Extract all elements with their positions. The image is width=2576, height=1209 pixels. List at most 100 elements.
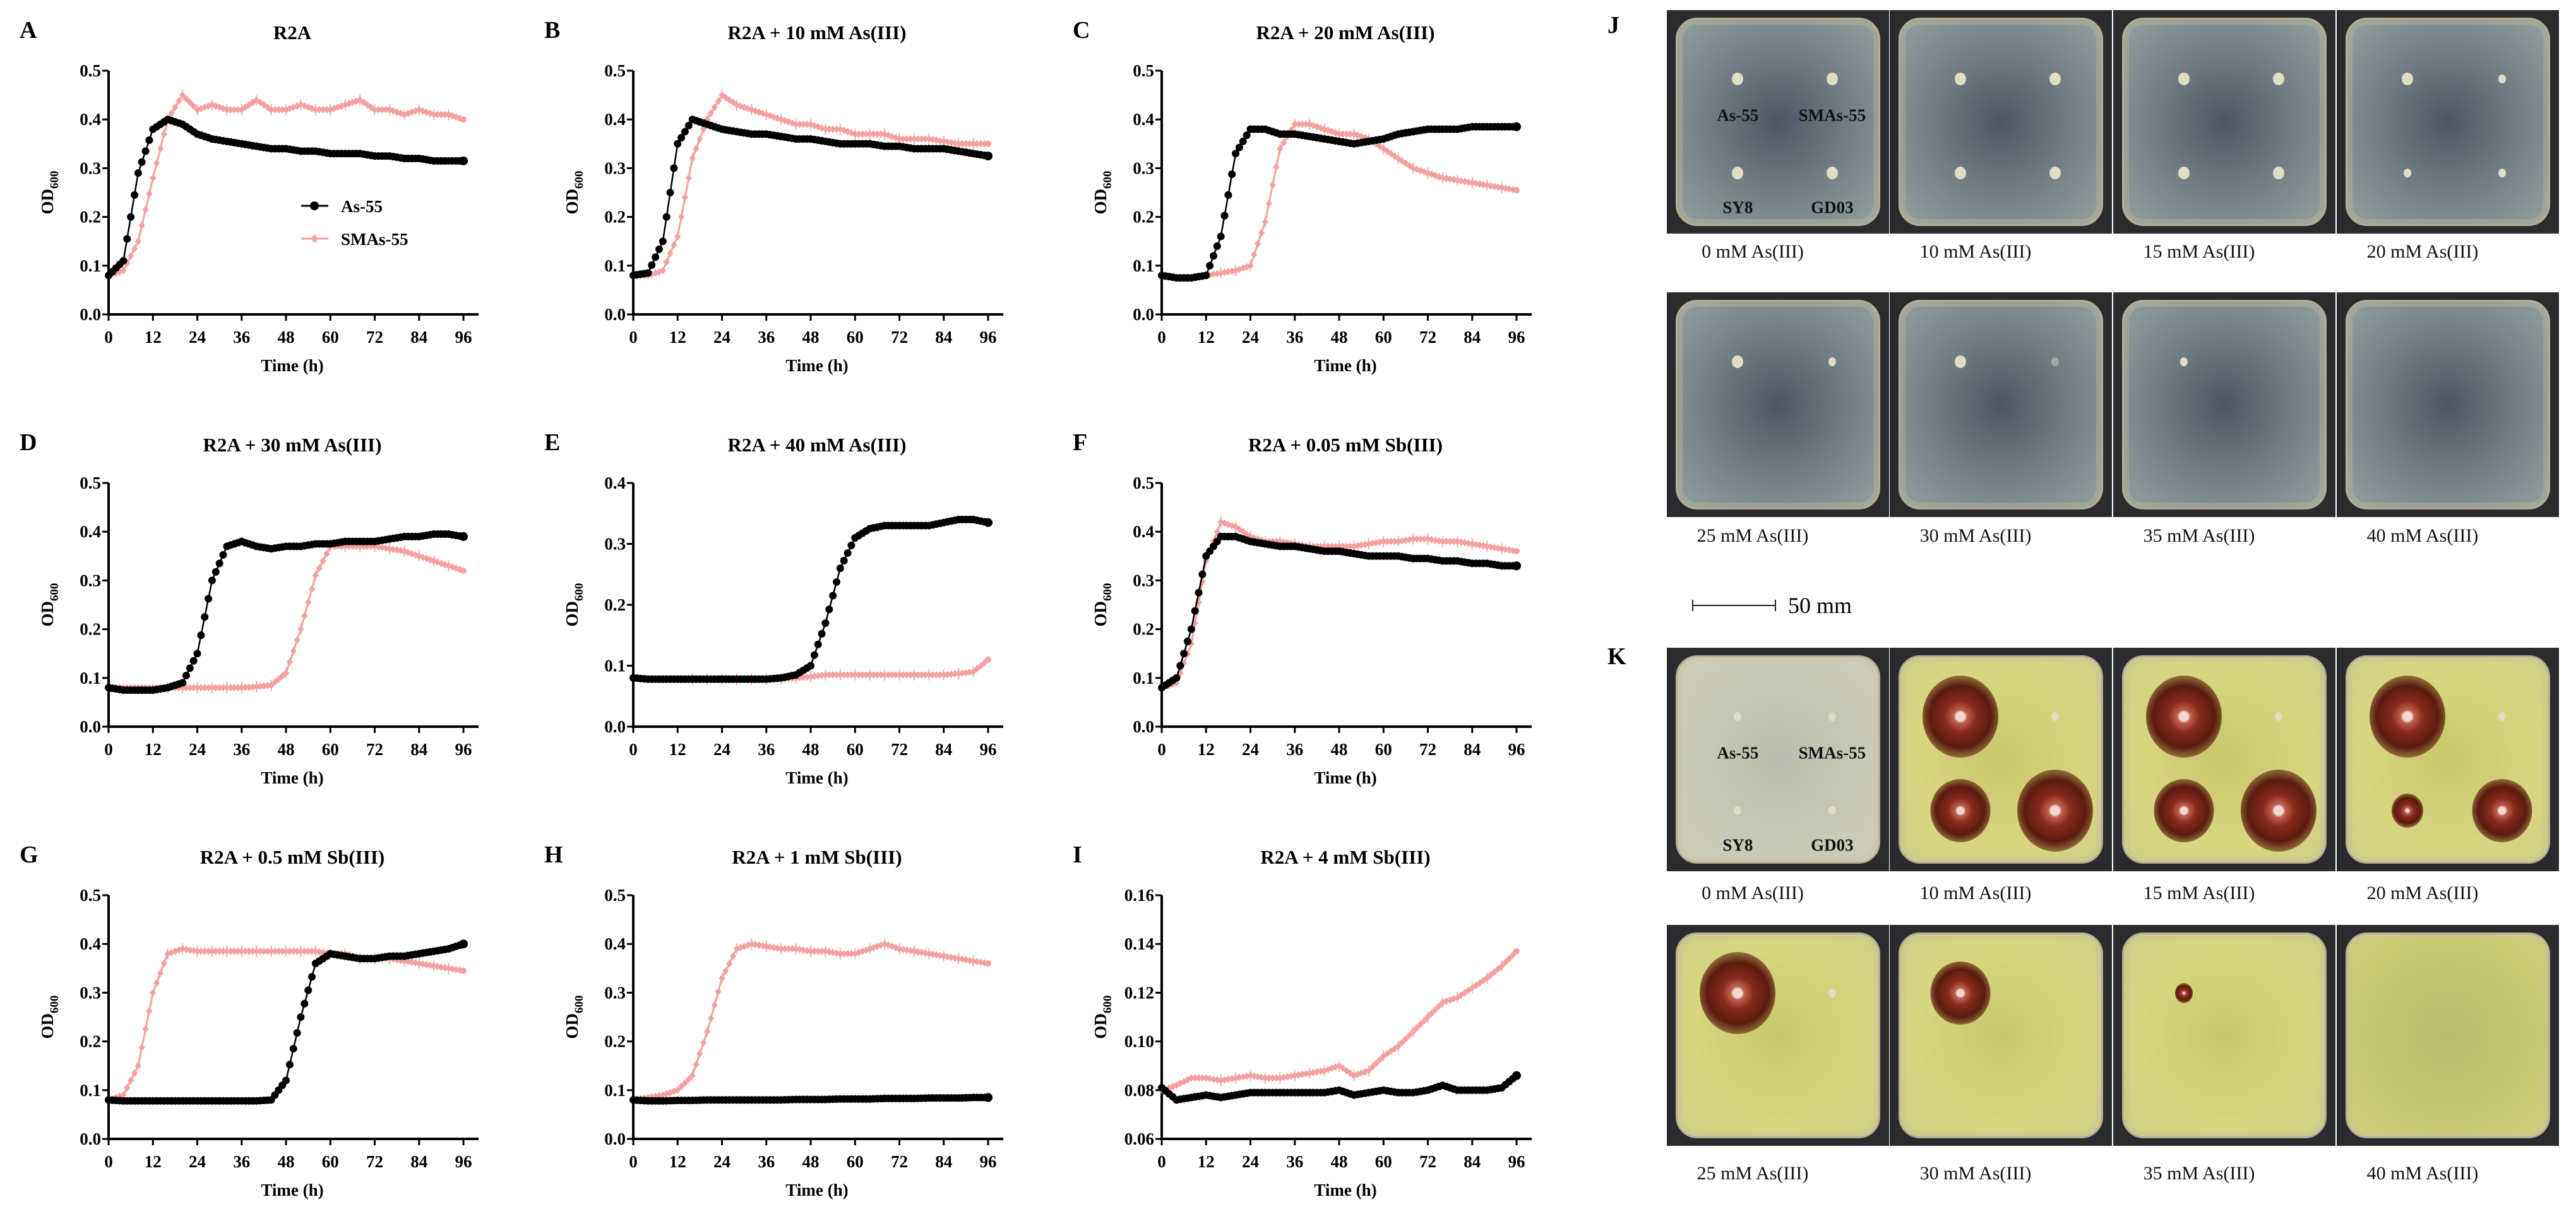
agar-plate xyxy=(2113,925,2335,1146)
panel-letter: D xyxy=(20,429,37,456)
scale-bar xyxy=(1692,600,1776,611)
data-point xyxy=(1295,120,1302,128)
agar-dish xyxy=(1899,18,2103,226)
scale-bar-label: 50 mm xyxy=(1788,593,1852,618)
x-tick-label: 72 xyxy=(891,328,908,347)
x-tick-label: 84 xyxy=(410,1152,427,1171)
y-tick-label: 0.4 xyxy=(604,473,626,492)
x-tick-label: 48 xyxy=(1331,740,1348,759)
bacterial-colony xyxy=(1734,712,1742,721)
data-point xyxy=(375,543,382,551)
panel-letter: G xyxy=(20,842,39,868)
data-point xyxy=(120,1091,127,1099)
y-tick-label: 0.0 xyxy=(1133,717,1154,736)
data-point xyxy=(423,961,430,969)
data-point xyxy=(974,958,981,966)
strain-label: As-55 xyxy=(1717,743,1759,763)
data-point xyxy=(1243,131,1251,140)
data-point xyxy=(227,947,234,955)
data-point xyxy=(301,999,309,1008)
data-point xyxy=(1347,542,1354,551)
y-tick-label: 0.3 xyxy=(1133,158,1154,177)
arsenite-oxidation-halo xyxy=(1700,951,1776,1034)
series-line xyxy=(109,545,464,689)
bacterial-colony xyxy=(1828,712,1836,721)
bacterial-colony xyxy=(1732,72,1744,85)
x-tick-label: 72 xyxy=(366,740,383,759)
data-point xyxy=(870,130,877,138)
agar-plate xyxy=(1890,292,2112,517)
data-point xyxy=(1176,662,1184,670)
arsenite-oxidation-halo xyxy=(2240,770,2317,852)
data-point xyxy=(966,668,973,676)
panel-letter: E xyxy=(544,429,560,456)
data-point xyxy=(1436,1002,1443,1010)
data-point xyxy=(1443,174,1450,182)
data-point xyxy=(1512,122,1521,131)
chart-title: R2A + 1 mM Sb(III) xyxy=(732,846,902,868)
data-point xyxy=(1513,187,1520,194)
data-point xyxy=(833,670,840,679)
data-point xyxy=(150,174,157,182)
data-point xyxy=(460,967,467,974)
y-axis-label-main: OD xyxy=(563,601,581,627)
data-point xyxy=(1220,211,1229,220)
data-point xyxy=(1421,1016,1428,1025)
data-point xyxy=(1229,1075,1236,1083)
y-tick-label: 0.2 xyxy=(1133,620,1154,639)
data-point xyxy=(279,947,286,955)
y-axis-label: OD600 xyxy=(1091,171,1114,215)
chart-panel-i: I R2A + 4 mM Sb(III) 0 12 24 36 48 60 72 84 96 0.06… xyxy=(1073,842,1532,1200)
x-tick-label: 12 xyxy=(669,328,686,347)
data-point xyxy=(1273,1074,1280,1082)
data-point xyxy=(201,684,208,692)
data-point xyxy=(804,120,811,128)
agar-dish xyxy=(2346,18,2550,226)
data-point xyxy=(874,130,881,138)
arsenite-oxidation-halo xyxy=(1930,779,1991,842)
x-tick-label: 48 xyxy=(802,328,820,347)
data-point xyxy=(1373,539,1380,547)
arsenite-oxidation-halo xyxy=(2154,779,2214,842)
y-tick-label: 0.3 xyxy=(604,535,626,554)
y-axis-label: OD600 xyxy=(1091,583,1114,627)
data-point xyxy=(182,671,190,679)
data-point xyxy=(141,147,150,155)
agar-dish xyxy=(2346,932,2550,1138)
data-point xyxy=(383,544,390,552)
x-tick-label: 84 xyxy=(1464,1152,1481,1171)
agar-plate xyxy=(2337,648,2559,871)
data-point xyxy=(305,947,312,955)
data-point xyxy=(427,961,434,969)
data-point xyxy=(774,944,781,952)
data-point xyxy=(700,1039,707,1047)
series-as-55 xyxy=(1158,532,1521,692)
series-line xyxy=(633,943,989,1101)
x-tick-label: 24 xyxy=(1242,740,1259,759)
data-point xyxy=(922,670,929,679)
x-tick-label: 24 xyxy=(189,1152,206,1171)
data-point xyxy=(1465,539,1472,547)
bacterial-colony xyxy=(2272,167,2284,179)
data-point xyxy=(297,1013,305,1021)
data-point xyxy=(948,138,955,146)
data-point xyxy=(305,599,312,607)
x-tick-label: 48 xyxy=(1331,328,1348,347)
plate-concentration-label: 35 mM As(III) xyxy=(2143,525,2255,546)
y-tick-label: 0.10 xyxy=(1124,1032,1154,1051)
bacterial-colony xyxy=(2498,712,2506,721)
data-point xyxy=(862,670,869,679)
data-point xyxy=(1187,625,1195,633)
data-point xyxy=(323,549,330,557)
data-point xyxy=(1313,1068,1320,1076)
data-point xyxy=(1506,955,1513,963)
data-point xyxy=(674,232,681,241)
plate-concentration-label: 25 mM As(III) xyxy=(1696,525,1809,546)
data-point xyxy=(885,670,891,679)
data-point xyxy=(290,647,297,655)
data-point xyxy=(888,670,895,679)
data-point xyxy=(966,140,973,148)
y-tick-label: 0.2 xyxy=(604,208,626,227)
y-tick-label: 0.4 xyxy=(604,110,626,129)
data-point xyxy=(1472,179,1479,188)
